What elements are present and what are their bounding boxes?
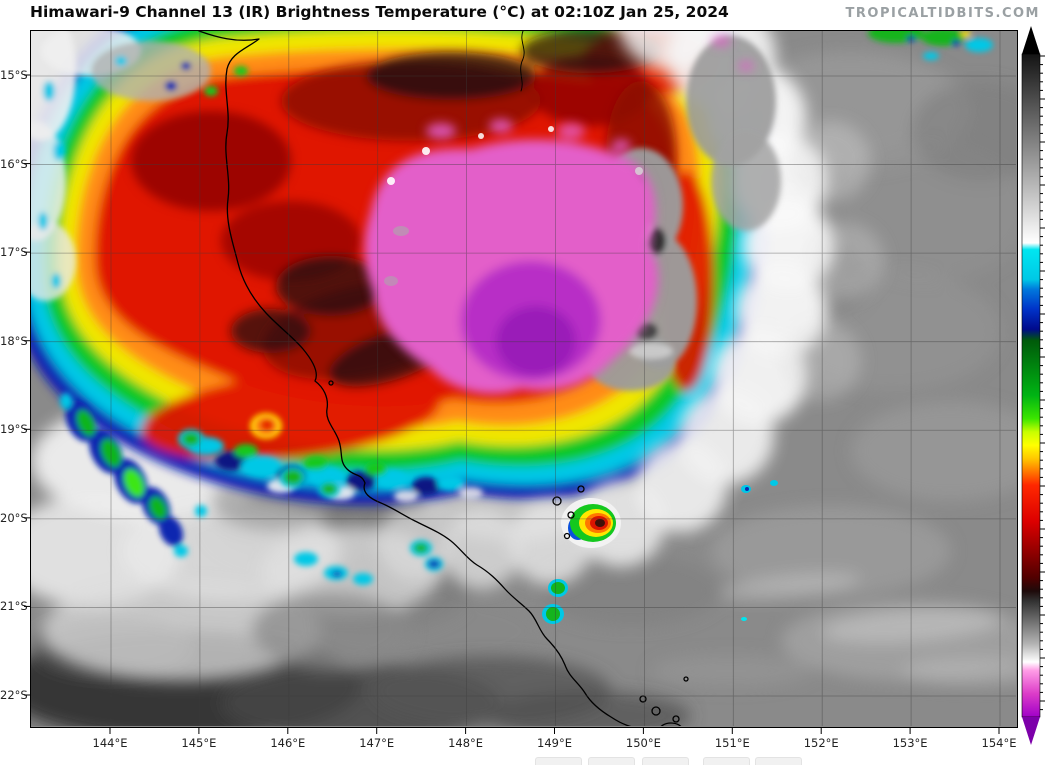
- control-button-partial-1[interactable]: [535, 757, 582, 765]
- lon-label: 144°E: [92, 736, 128, 750]
- lat-label: 20°S: [0, 510, 28, 525]
- lon-label: 145°E: [181, 736, 217, 750]
- lon-label: 149°E: [537, 736, 572, 750]
- lat-label: 21°S: [0, 599, 28, 614]
- lat-label: 16°S: [0, 156, 28, 171]
- lon-label: 152°E: [803, 736, 839, 750]
- colorbar-bottom-arrow: [1022, 717, 1040, 745]
- temperature-colorbar: [1021, 26, 1045, 745]
- colorbar-ticks: [1040, 55, 1045, 711]
- control-button-partial-3[interactable]: [642, 757, 689, 765]
- coastline: [198, 31, 689, 726]
- lon-label: 151°E: [714, 736, 750, 750]
- control-button-partial-5[interactable]: [755, 757, 802, 765]
- control-button-partial-4[interactable]: [703, 757, 750, 765]
- grid-lines: [31, 31, 1016, 726]
- control-button-partial-2[interactable]: [588, 757, 635, 765]
- lat-label: 22°S: [0, 687, 28, 702]
- lon-label: 154°E: [981, 736, 1017, 750]
- lon-label: 150°E: [625, 736, 661, 750]
- northeast-cells: [868, 31, 993, 60]
- coastal-specks: [741, 480, 778, 621]
- satellite-imagery: [31, 31, 1016, 726]
- colorbar-body: [1021, 53, 1041, 718]
- lon-label: 153°E: [892, 736, 928, 750]
- coldest-tops-magenta-core: [364, 35, 754, 395]
- magenta-rim-flecks: [384, 126, 643, 286]
- lat-label: 15°S: [0, 68, 28, 82]
- site-watermark: TROPICALTIDBITS.COM: [845, 6, 1040, 21]
- southwest-cell-cluster: [60, 393, 207, 557]
- isolated-intense-cell: [542, 498, 621, 624]
- lon-label: 147°E: [359, 736, 395, 750]
- small-convective-cells: [178, 413, 443, 585]
- lat-label: 19°S: [0, 422, 28, 437]
- lat-label: 17°S: [0, 245, 28, 260]
- lon-label: 146°E: [270, 736, 306, 750]
- page-title: Himawari-9 Channel 13 (IR) Brightness Te…: [30, 3, 729, 21]
- satellite-map: [30, 30, 1018, 728]
- colorbar-top-arrow: [1022, 26, 1040, 54]
- lon-label: 148°E: [448, 736, 484, 750]
- west-edge-clouds: [31, 31, 248, 301]
- lat-label: 18°S: [0, 333, 28, 348]
